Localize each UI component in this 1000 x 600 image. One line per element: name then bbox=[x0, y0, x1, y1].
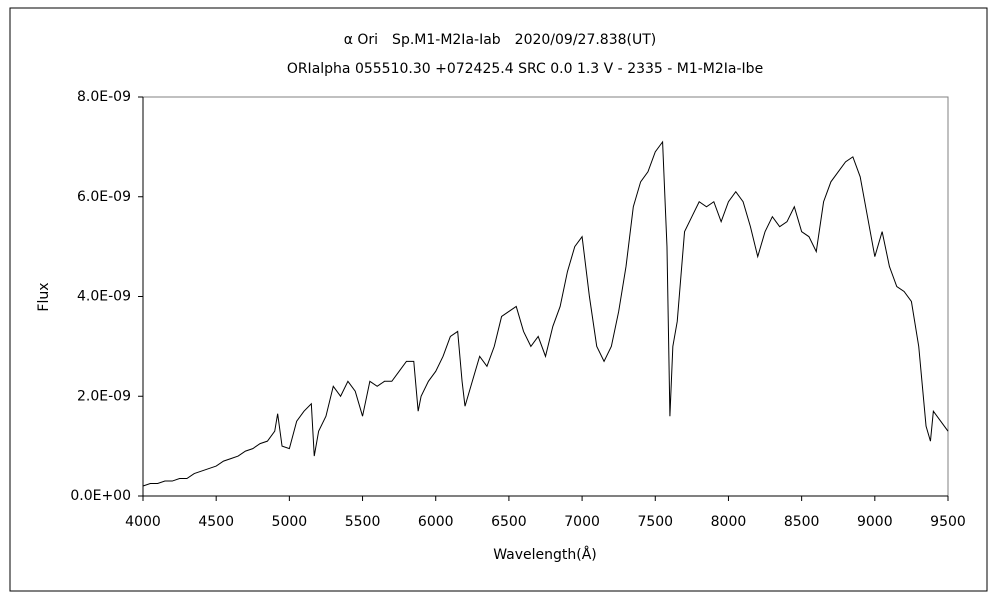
x-tick-label: 6000 bbox=[418, 514, 454, 530]
x-tick-label: 8000 bbox=[711, 514, 747, 530]
y-tick-label: 0.0E+00 bbox=[70, 488, 131, 504]
y-tick-label: 8.0E-09 bbox=[77, 89, 131, 105]
x-tick-label: 5500 bbox=[345, 514, 381, 530]
x-tick-label: 8500 bbox=[784, 514, 820, 530]
spectrum-line bbox=[142, 140, 949, 487]
y-tick-label: 4.0E-09 bbox=[77, 289, 131, 305]
y-axis-label: Flux bbox=[36, 282, 52, 311]
x-tick-label: 7000 bbox=[564, 514, 600, 530]
chart-title: α Ori Sp.M1-M2Ia-Iab 2020/09/27.838(UT) bbox=[344, 32, 657, 48]
x-tick-label: 4000 bbox=[125, 514, 161, 530]
y-tick-label: 2.0E-09 bbox=[77, 388, 131, 404]
x-tick-label: 5000 bbox=[272, 514, 308, 530]
chart-border bbox=[9, 7, 988, 592]
y-tick-label: 6.0E-09 bbox=[77, 189, 131, 205]
x-tick-label: 6500 bbox=[491, 514, 527, 530]
chart-subtitle: ORIalpha 055510.30 +072425.4 SRC 0.0 1.3… bbox=[287, 61, 763, 77]
x-tick-label: 9000 bbox=[857, 514, 893, 530]
x-tick-label: 4500 bbox=[198, 514, 234, 530]
x-axis-label: Wavelength(Å) bbox=[493, 546, 597, 563]
x-tick-label: 7500 bbox=[637, 514, 673, 530]
x-tick-label: 9500 bbox=[930, 514, 966, 530]
